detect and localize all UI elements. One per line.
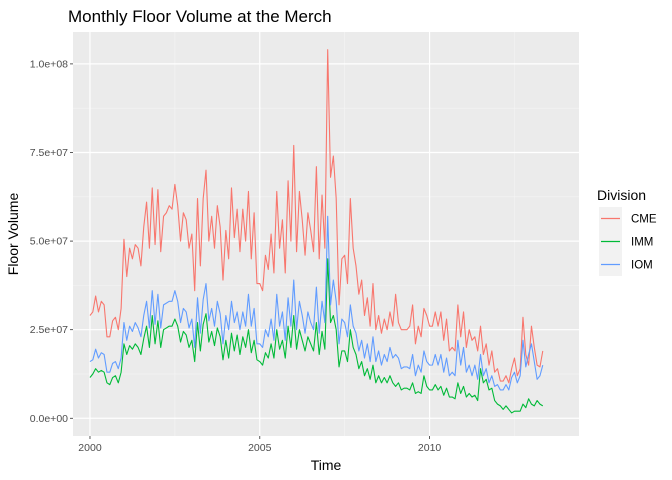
legend-item-imm: IMM <box>599 230 653 253</box>
y-axis: 0.0e+00 2.5e+07 5.0e+07 7.5e+07 1.0e+08 <box>30 58 73 425</box>
chart-title: Monthly Floor Volume at the Merch <box>68 7 332 26</box>
y-tick-label: 1.0e+08 <box>30 58 68 70</box>
legend-item-iom: IOM <box>599 253 653 276</box>
legend: Division CME IMM IOM <box>597 187 657 276</box>
series-line-imm <box>89 258 544 414</box>
series-line-iom <box>89 215 544 391</box>
series-line-cme <box>89 49 544 384</box>
legend-title: Division <box>597 187 646 203</box>
x-tick-label: 2010 <box>418 442 442 454</box>
x-axis: 2000 2005 2010 <box>78 436 441 454</box>
x-tick-label: 2005 <box>248 442 272 454</box>
y-tick-label: 5.0e+07 <box>30 236 68 248</box>
legend-label: IOM <box>631 260 653 272</box>
x-tick-label: 2000 <box>78 442 102 454</box>
y-tick-label: 2.5e+07 <box>30 324 68 336</box>
x-axis-title: Time <box>311 457 342 473</box>
y-tick-label: 0.0e+00 <box>30 413 68 425</box>
legend-label: CME <box>631 214 657 226</box>
legend-label: IMM <box>631 237 653 249</box>
y-axis-title: Floor Volume <box>5 193 21 276</box>
legend-item-cme: CME <box>599 207 657 230</box>
series-lines <box>89 49 544 414</box>
y-tick-label: 7.5e+07 <box>30 147 68 159</box>
